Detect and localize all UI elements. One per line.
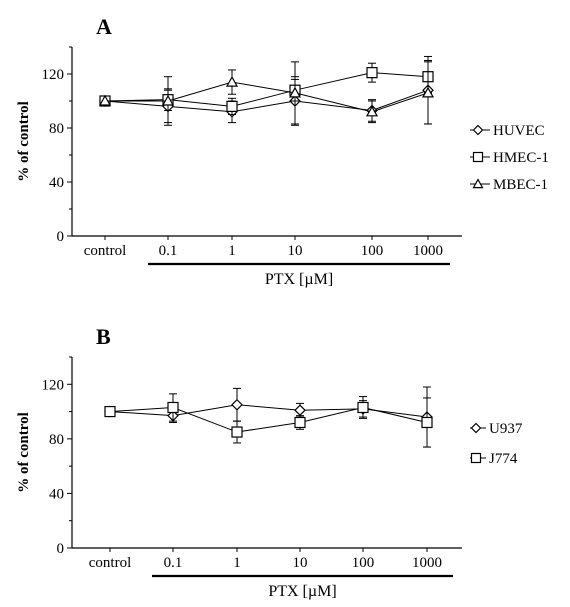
panel-a-x-tick-label: 1000 (413, 243, 443, 259)
panel-a-y-tick-label: 0 (57, 229, 65, 245)
panel-b-legend-label: J774 (489, 451, 518, 467)
panel-a-legend-label: HUVEC (493, 123, 545, 139)
panel-b-y-tick-label: 40 (49, 486, 64, 502)
panel-b-x-tick-label: 100 (352, 555, 375, 571)
panel-a-data-point (366, 67, 378, 79)
panel-b-data-point (167, 401, 179, 414)
panel-a-legend-label: HMEC-1 (493, 150, 549, 166)
panel-b-x-axis-title: PTX [µM] (268, 583, 336, 600)
panel-a-data-point (98, 94, 112, 106)
panel-a-series-line (105, 81, 429, 113)
panel-b-data-point (104, 405, 116, 418)
panel-b-data-point (421, 416, 433, 429)
panel-a-data-point (365, 105, 379, 117)
panel-a-legend-label: MBEC-1 (493, 177, 548, 193)
panel-b-data-point (231, 426, 243, 438)
panel-a-x-tick-label: control (84, 243, 127, 259)
panel-b-y-tick-label: 80 (49, 432, 64, 448)
panel-b-x-tick-label: 10 (293, 555, 308, 571)
panel-b-legend-label: U937 (489, 421, 523, 437)
panel-b-data-point (294, 416, 306, 429)
panel-a-data-point (226, 100, 238, 113)
panel-b-data-point (357, 401, 369, 414)
panel-a-data-point (288, 86, 302, 98)
panel-a-y-tick-label: 80 (49, 121, 64, 137)
panel-b-x-tick-label: control (89, 555, 132, 571)
panel-b-series-line (109, 406, 428, 433)
panel-b-data-point (231, 398, 243, 411)
panel-a-data-point (225, 75, 239, 87)
panel-b-y-tick-label: 0 (57, 541, 65, 557)
panel-a-series-line (104, 72, 429, 107)
panel-a-y-axis-title: % of control (16, 101, 32, 182)
panel-b-x-tick-label: 1000 (412, 555, 442, 571)
panel-b-legend-marker (470, 422, 482, 434)
panel-a-x-tick-label: 100 (361, 243, 384, 259)
panel-a-x-tick-label: 10 (288, 243, 303, 259)
panel-b-x-tick-label: 1 (233, 555, 241, 571)
panel-a-x-axis-title: PTX [µM] (265, 271, 333, 288)
panel-a-series-line (104, 89, 429, 113)
panel-b-x-tick-label: 0.1 (164, 555, 183, 571)
panel-a-data-point (161, 94, 175, 106)
panel-b-y-tick-label: 120 (42, 377, 65, 393)
panel-a-y-tick-label: 40 (49, 175, 64, 191)
panel-a-legend-marker (472, 178, 484, 189)
panel-a-legend-marker (472, 151, 484, 163)
panel-b-data-point (294, 404, 306, 417)
panel-a-x-tick-label: 1 (228, 243, 236, 259)
panel-a-data-point (421, 86, 435, 98)
panel-a-label: A (96, 14, 112, 39)
panel-a-x-tick-label: 0.1 (159, 243, 178, 259)
panel-a-y-tick-label: 120 (42, 67, 65, 83)
panel-b-legend-marker (470, 452, 482, 464)
panel-a-legend-marker (472, 124, 484, 136)
panel-b-label: B (96, 324, 111, 349)
panel-b-y-axis-title: % of control (16, 412, 32, 493)
